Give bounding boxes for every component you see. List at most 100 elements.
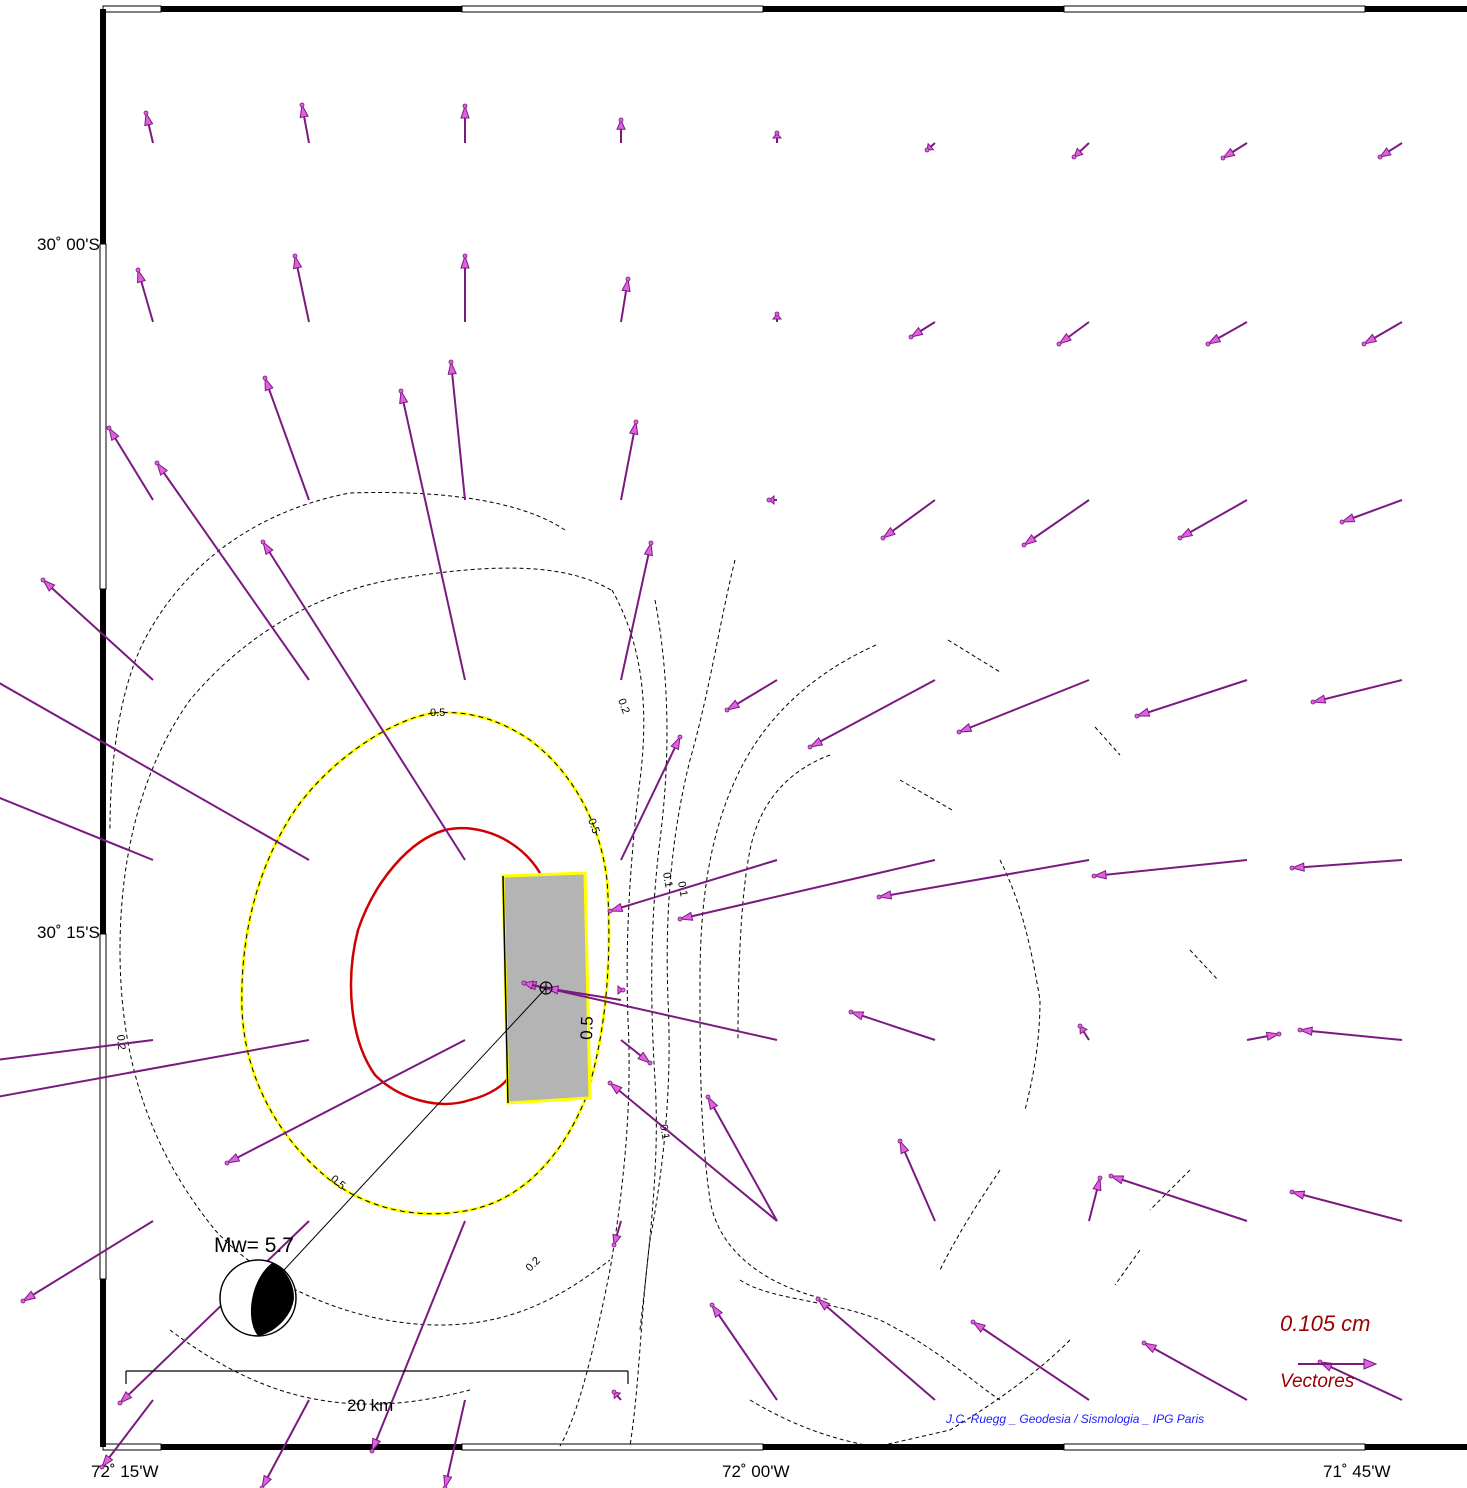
displacement-vector (292, 253, 310, 323)
displacement-vector (611, 1220, 622, 1248)
contour-label: 0.2 (615, 697, 632, 715)
vector-shaft (1110, 1175, 1248, 1222)
vector-tip-dot (143, 110, 149, 116)
vector-arrowhead-icon (1079, 1025, 1088, 1035)
displacement-vector (1091, 859, 1248, 880)
displacement-vector (897, 1138, 936, 1222)
displacement-vector (1088, 1175, 1103, 1222)
vector-shaft (545, 987, 622, 1001)
vector-shaft (0, 797, 154, 861)
vector-tip-dot (620, 987, 626, 993)
vector-arrowhead-icon (118, 1390, 133, 1405)
displacement-vector (1246, 1031, 1282, 1041)
vector-arrowhead-icon (262, 540, 274, 556)
legend-vector-arrow-icon (1298, 1358, 1378, 1370)
displacement-vector (521, 980, 546, 990)
vector-arrowhead-icon (849, 1011, 865, 1021)
vector-arrowhead-icon (1298, 1026, 1313, 1036)
vector-arrowhead-icon (225, 1153, 241, 1164)
vector-tip-dot (876, 894, 882, 900)
vector-arrowhead-icon (909, 326, 924, 338)
displacement-vector (848, 1009, 936, 1041)
displacement-vector (908, 321, 936, 340)
vector-tip-dot (774, 311, 780, 317)
vector-tip-dot (1134, 713, 1140, 719)
displacement-vector (771, 311, 783, 322)
displacement-vector (135, 267, 154, 323)
legend-value-label: 0.105 cm (1280, 1311, 1371, 1336)
contour-label: 0.2 (524, 1255, 543, 1274)
displacement-vector (607, 1080, 778, 1222)
displacement-vector (1077, 1023, 1090, 1041)
vector-shaft (878, 859, 1090, 898)
vector-arrowhead-icon (1290, 862, 1305, 872)
lat-label-30-00: 30˚ 00'S (37, 235, 100, 254)
vector-arrowhead-icon (612, 1233, 622, 1247)
vector-tip-dot (99, 1464, 105, 1470)
displacement-vector (815, 1296, 936, 1401)
displacement-vector (117, 1220, 310, 1406)
displacement-vector (1141, 1340, 1248, 1401)
displacement-vector (970, 1319, 1090, 1401)
vector-arrowhead-icon (41, 578, 56, 592)
vector-shaft (1143, 1342, 1248, 1401)
displacement-vector (1377, 142, 1403, 160)
displacement-vector (1108, 1173, 1248, 1222)
vector-tip-dot (462, 103, 468, 109)
vector-arrowhead-icon (899, 1139, 910, 1155)
vector-shaft (620, 736, 681, 861)
vector-arrowhead-icon (711, 1303, 723, 1318)
vector-shaft (817, 1298, 936, 1401)
vector-tip-dot (607, 1080, 613, 1086)
vector-arrowhead-icon (261, 1474, 273, 1488)
vector-arrowhead-icon (629, 420, 639, 436)
displacement-vector (1021, 499, 1090, 548)
vector-tip-dot (369, 1448, 375, 1454)
vector-tip-dot (766, 497, 772, 503)
vector-shaft (1023, 499, 1090, 546)
vector-tip-dot (1361, 341, 1367, 347)
vector-arrowhead-icon (447, 360, 457, 375)
fault-edge (502, 875, 509, 1104)
vector-tip-dot (677, 734, 683, 740)
vector-tip-dot (1377, 154, 1383, 160)
vector-arrowhead-icon (460, 254, 470, 269)
displacement-vector (398, 388, 466, 681)
displacement-vector (677, 859, 936, 922)
vector-tip-dot (260, 539, 266, 545)
vector-tip-dot (677, 916, 683, 922)
displacement-vector (40, 577, 154, 681)
vector-arrowhead-icon (1092, 870, 1107, 880)
vector-tip-dot (299, 102, 305, 108)
displacement-vector (607, 859, 778, 914)
displacement-vector (224, 1039, 466, 1166)
vector-shaft (850, 1011, 936, 1041)
vector-shaft (22, 1220, 154, 1302)
legend-vectors-label: Vectores (1280, 1371, 1355, 1392)
displacement-vector (1071, 142, 1090, 160)
vector-arrowhead-icon (616, 118, 626, 130)
vector-arrowhead-icon (1362, 333, 1378, 345)
vector-tip-dot (448, 359, 454, 365)
vector-arrowhead-icon (771, 132, 783, 139)
vector-arrowhead-icon (877, 890, 893, 900)
displacement-vector (460, 103, 470, 143)
displacement-vector (369, 1220, 466, 1454)
vector-arrowhead-icon (443, 1474, 453, 1488)
vector-tip-dot (774, 130, 780, 136)
displacement-vector (766, 494, 777, 506)
vector-tip-dot (618, 117, 624, 123)
credit-text: J.C. Ruegg _ Geodesia / Sismologia _ IPG… (945, 1412, 1204, 1426)
vector-tip-dot (1177, 535, 1183, 541)
vector-tip-dot (1220, 155, 1226, 161)
vector-tip-dot (1097, 1175, 1103, 1181)
vector-arrowhead-icon (643, 541, 653, 557)
vector-shaft (1299, 1029, 1403, 1041)
vector-tip-dot (880, 535, 886, 541)
displacement-vector (447, 359, 466, 501)
vector-tip-dot (1289, 1189, 1295, 1195)
vector-shaft (101, 1399, 154, 1468)
vector-arrowhead-icon (617, 984, 624, 996)
vector-shaft (609, 1082, 778, 1222)
vector-tip-dot (897, 1138, 903, 1144)
